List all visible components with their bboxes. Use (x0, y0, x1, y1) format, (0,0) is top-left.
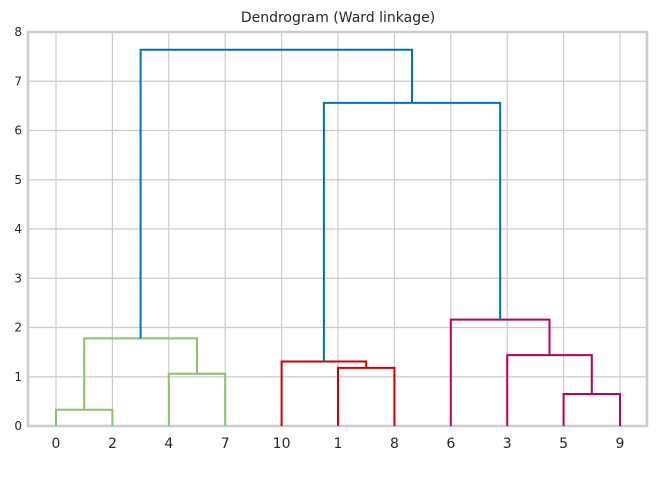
y-tick-label: 8 (14, 25, 22, 39)
x-tick-label: 8 (390, 436, 399, 452)
y-axis-ticks: 0 1 2 3 4 5 6 7 8 (14, 25, 22, 433)
x-axis-ticks: 0 2 4 7 10 1 8 6 3 5 9 (52, 436, 625, 452)
x-tick-label: 1 (334, 436, 343, 452)
y-tick-label: 6 (14, 124, 22, 138)
dendrogram-link (280, 360, 368, 426)
dendrogram-links (55, 48, 621, 426)
grid-lines (28, 31, 647, 427)
y-tick-label: 7 (14, 74, 22, 88)
x-tick-label: 0 (52, 436, 61, 452)
x-tick-label: 7 (221, 436, 230, 452)
x-tick-label: 10 (273, 436, 291, 452)
dendrogram-link (139, 48, 414, 339)
x-tick-label: 3 (503, 436, 512, 452)
chart-title: Dendrogram (Ward linkage) (241, 10, 435, 26)
x-tick-label: 6 (446, 436, 455, 452)
y-tick-label: 0 (14, 419, 22, 433)
x-tick-label: 9 (616, 436, 625, 452)
y-tick-label: 3 (14, 271, 22, 285)
y-tick-label: 2 (14, 321, 22, 335)
y-tick-label: 1 (14, 370, 22, 384)
x-tick-label: 5 (559, 436, 568, 452)
y-tick-label: 5 (14, 173, 22, 187)
x-tick-label: 4 (164, 436, 173, 452)
y-tick-label: 4 (14, 222, 22, 236)
x-tick-label: 2 (108, 436, 117, 452)
